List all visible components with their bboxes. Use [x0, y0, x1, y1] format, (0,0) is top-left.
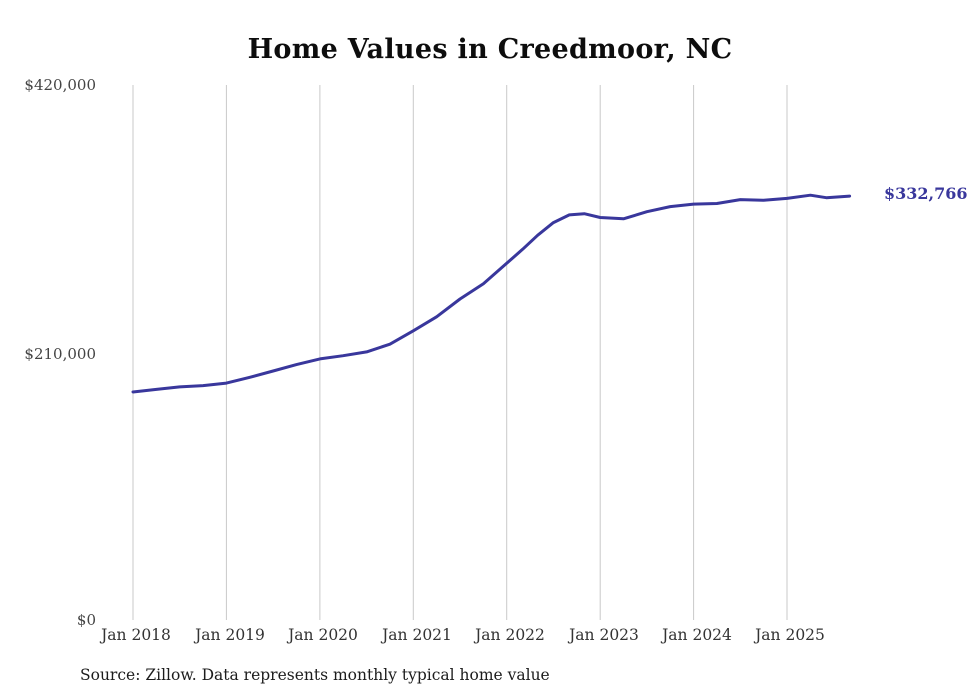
- x-axis-tick-jan-2019: Jan 2019: [195, 626, 265, 644]
- x-axis-tick-jan-2018: Jan 2018: [101, 626, 171, 644]
- source-note: Source: Zillow. Data represents monthly …: [80, 666, 550, 684]
- x-axis-tick-jan-2025: Jan 2025: [755, 626, 825, 644]
- y-axis-tick-210000: $210,000: [24, 345, 96, 363]
- x-axis-tick-jan-2024: Jan 2024: [662, 626, 732, 644]
- latest-value-label: $332,766: [884, 184, 968, 203]
- chart-title: Home Values in Creedmoor, NC: [247, 34, 733, 65]
- x-axis-tick-jan-2022: Jan 2022: [475, 626, 545, 644]
- x-axis-tick-jan-2023: Jan 2023: [569, 626, 639, 644]
- y-axis-tick-420000: $420,000: [24, 76, 96, 94]
- x-axis-tick-jan-2021: Jan 2021: [382, 626, 452, 644]
- y-axis-tick-0: $0: [76, 611, 96, 629]
- x-axis-tick-jan-2020: Jan 2020: [288, 626, 358, 644]
